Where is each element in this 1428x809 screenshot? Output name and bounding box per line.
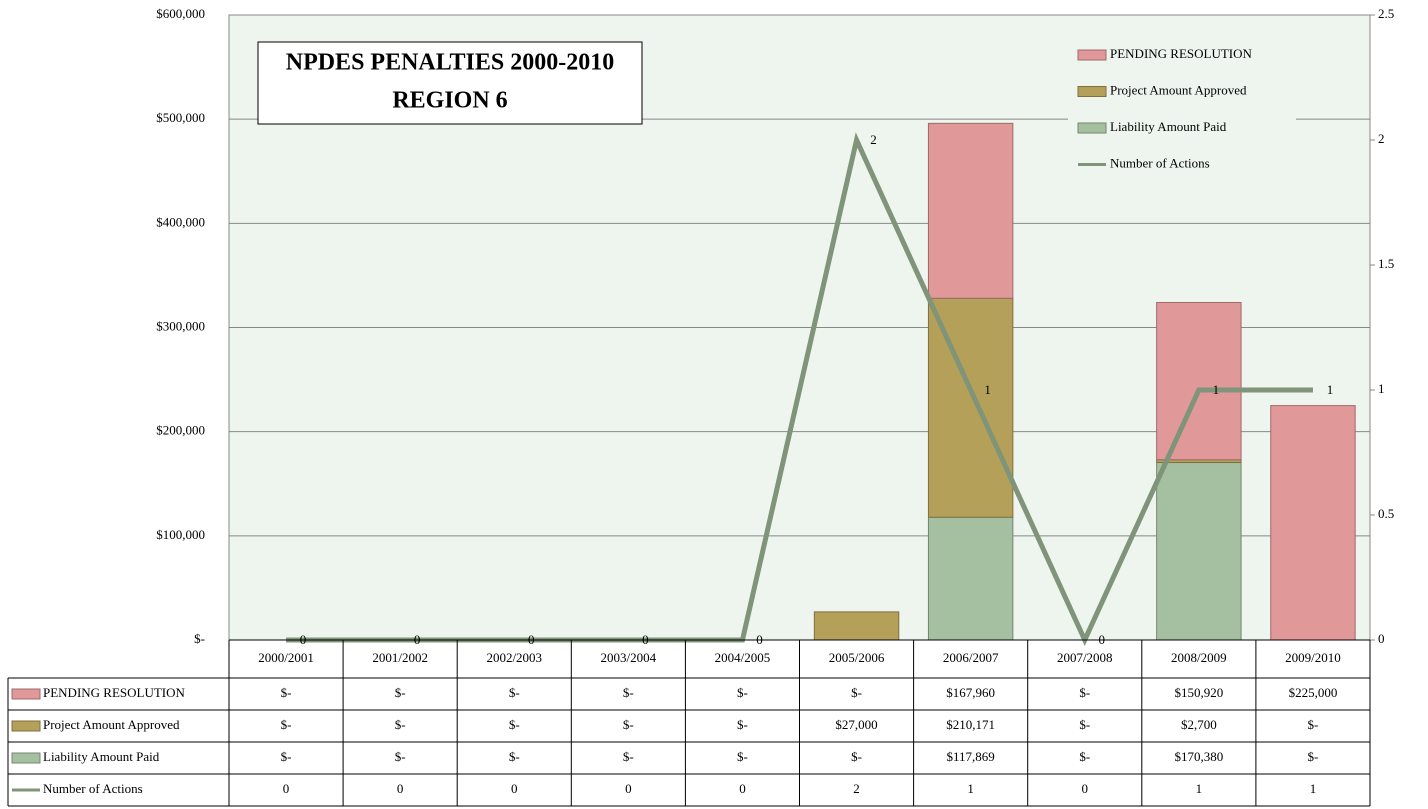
table-cell: 0 — [739, 781, 746, 796]
table-cell: 0 — [1082, 781, 1089, 796]
x-tick-label: 2002/2003 — [486, 650, 542, 665]
table-cell: 0 — [511, 781, 518, 796]
table-cell: 1 — [1196, 781, 1203, 796]
data-label: 1 — [1327, 382, 1334, 397]
chart-subtitle: REGION 6 — [392, 88, 507, 114]
y2-tick-label: 2 — [1378, 131, 1385, 146]
data-label: 0 — [642, 632, 649, 647]
table-row-label: Project Amount Approved — [43, 717, 180, 732]
table-cell: $- — [281, 749, 292, 764]
y-tick-label: $- — [194, 631, 205, 646]
y-tick-label: $600,000 — [156, 6, 205, 21]
table-cell: $210,171 — [946, 717, 995, 732]
x-tick-label: 2005/2006 — [829, 650, 885, 665]
legend-label: Project Amount Approved — [1110, 82, 1247, 97]
table-cell: $- — [281, 717, 292, 732]
table-row-label: PENDING RESOLUTION — [43, 685, 186, 700]
bar — [927, 516, 1014, 641]
table-legend-key — [11, 752, 41, 764]
y-tick-label: $400,000 — [156, 214, 205, 229]
table-cell: $- — [623, 749, 634, 764]
table-cell: $- — [737, 749, 748, 764]
table-cell: $- — [623, 685, 634, 700]
table-cell: 0 — [283, 781, 290, 796]
y-tick-label: $100,000 — [156, 527, 205, 542]
bar — [1270, 405, 1356, 641]
table-cell: 2 — [853, 781, 860, 796]
bar — [927, 297, 1014, 518]
data-label: 0 — [414, 632, 421, 647]
data-label: 0 — [528, 632, 535, 647]
table-cell: $- — [737, 717, 748, 732]
table-cell: $- — [623, 717, 634, 732]
table-cell: $- — [395, 685, 406, 700]
data-label: 1 — [1213, 382, 1220, 397]
y2-tick-label: 1.5 — [1378, 256, 1394, 271]
data-label: 0 — [1099, 632, 1106, 647]
table-cell: $117,869 — [947, 749, 995, 764]
x-tick-label: 2009/2010 — [1285, 650, 1341, 665]
legend-label: Liability Amount Paid — [1110, 119, 1227, 134]
table-cell: $150,920 — [1174, 685, 1223, 700]
data-label: 2 — [870, 132, 877, 147]
bar — [1156, 302, 1242, 461]
data-label: 1 — [984, 382, 991, 397]
table-cell: $- — [509, 685, 520, 700]
legend-label: PENDING RESOLUTION — [1110, 46, 1253, 61]
x-tick-label: 2004/2005 — [715, 650, 771, 665]
table-cell: $- — [509, 749, 520, 764]
table-cell: 0 — [397, 781, 404, 796]
chart-title: NPDES PENALTIES 2000-2010 — [286, 50, 615, 76]
table-cell: $225,000 — [1289, 685, 1338, 700]
bar — [813, 611, 900, 641]
table-cell: 0 — [625, 781, 632, 796]
table-cell: $- — [1079, 717, 1090, 732]
y2-tick-label: 0 — [1378, 631, 1385, 646]
y-tick-label: $500,000 — [156, 110, 205, 125]
table-cell: $- — [395, 749, 406, 764]
y2-tick-label: 0.5 — [1378, 506, 1394, 521]
table-cell: $- — [737, 685, 748, 700]
table-cell: $- — [1079, 749, 1090, 764]
table-cell: $- — [851, 749, 862, 764]
y-tick-label: $200,000 — [156, 423, 205, 438]
data-label: 0 — [756, 632, 763, 647]
legend-swatch — [1077, 86, 1107, 97]
table-cell: $2,700 — [1181, 717, 1217, 732]
table-cell: $- — [1079, 685, 1090, 700]
y2-tick-label: 1 — [1378, 381, 1385, 396]
table-cell: $167,960 — [946, 685, 995, 700]
table-cell: $- — [281, 685, 292, 700]
x-tick-label: 2003/2004 — [601, 650, 657, 665]
table-legend-key — [11, 720, 41, 732]
x-tick-label: 2001/2002 — [372, 650, 428, 665]
x-tick-label: 2006/2007 — [943, 650, 999, 665]
legend-swatch — [1077, 49, 1107, 61]
x-tick-label: 2000/2001 — [258, 650, 314, 665]
table-cell: $- — [851, 685, 862, 700]
x-tick-label: 2007/2008 — [1057, 650, 1113, 665]
data-label: 0 — [300, 632, 307, 647]
table-cell: 1 — [1310, 781, 1317, 796]
title-box — [257, 41, 643, 125]
table-cell: $- — [395, 717, 406, 732]
bar — [927, 122, 1014, 299]
table-cell: $- — [1308, 717, 1319, 732]
y2-tick-label: 2.5 — [1378, 6, 1394, 21]
x-tick-label: 2008/2009 — [1171, 650, 1227, 665]
table-cell: $- — [509, 717, 520, 732]
bar — [1156, 462, 1242, 641]
legend-label: Number of Actions — [1110, 155, 1210, 170]
table-cell: 1 — [967, 781, 974, 796]
table-legend-key — [11, 688, 41, 700]
table-cell: $- — [1308, 749, 1319, 764]
table-row-label: Liability Amount Paid — [43, 749, 160, 764]
legend-swatch — [1077, 122, 1107, 134]
y-tick-label: $300,000 — [156, 318, 205, 333]
table-cell: $170,380 — [1174, 749, 1223, 764]
table-cell: $27,000 — [835, 717, 877, 732]
table-row-label: Number of Actions — [43, 781, 143, 796]
